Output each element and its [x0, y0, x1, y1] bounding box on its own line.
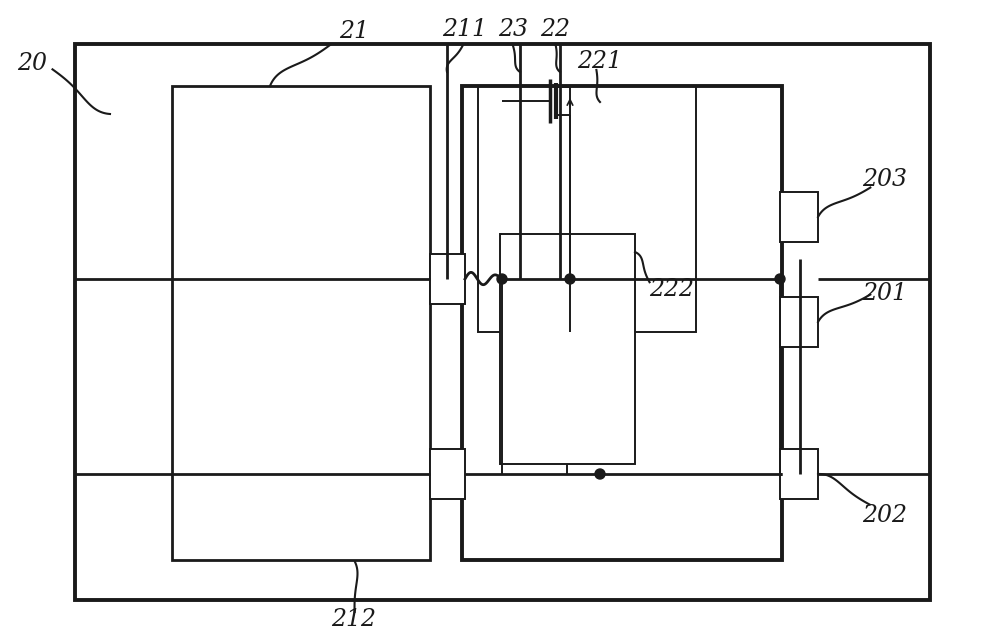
Text: 212: 212: [332, 609, 376, 632]
Bar: [430, 449, 465, 499]
Bar: [478, 86, 696, 332]
Text: 21: 21: [339, 21, 369, 44]
Text: 201: 201: [862, 282, 908, 306]
Text: 20: 20: [17, 53, 47, 76]
Bar: [780, 449, 818, 499]
Text: 23: 23: [498, 19, 528, 42]
Bar: [75, 44, 930, 600]
Bar: [172, 86, 430, 560]
Bar: [462, 86, 782, 560]
Bar: [780, 192, 818, 242]
Text: 221: 221: [578, 51, 622, 73]
Text: 211: 211: [442, 19, 488, 42]
Circle shape: [595, 469, 605, 479]
Text: 202: 202: [862, 505, 908, 528]
Text: 203: 203: [862, 168, 908, 191]
Bar: [780, 297, 818, 347]
Circle shape: [775, 274, 785, 284]
Circle shape: [565, 274, 575, 284]
Bar: [500, 234, 635, 464]
Text: 222: 222: [650, 279, 694, 302]
Bar: [430, 254, 465, 304]
Circle shape: [497, 274, 507, 284]
Text: 22: 22: [540, 19, 570, 42]
